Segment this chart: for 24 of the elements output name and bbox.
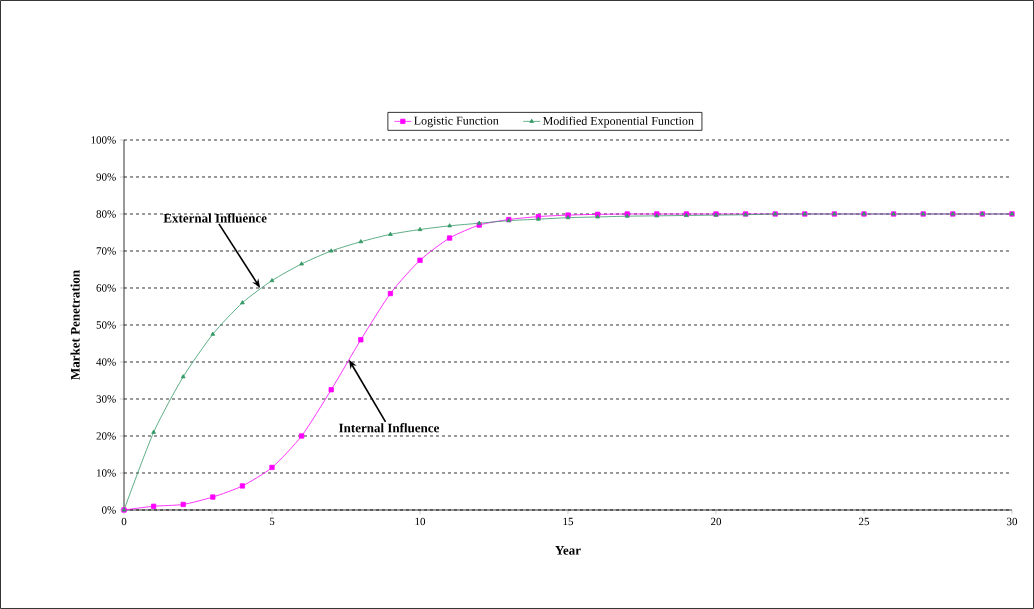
- annotation: Internal Influence: [339, 423, 439, 433]
- y-tick-label: 20%: [96, 432, 116, 440]
- x-tick-label: 25: [858, 517, 870, 526]
- annotation: External Influence: [163, 213, 267, 223]
- y-axis-title: Market Penetration: [70, 270, 80, 380]
- x-tick-label: 30: [1007, 517, 1018, 526]
- y-tick-label: 50%: [96, 321, 116, 329]
- x-tick-label: 0: [121, 517, 127, 526]
- y-tick-label: 30%: [96, 395, 116, 403]
- x-tick-label: 20: [710, 517, 722, 526]
- x-tick-label: 5: [269, 517, 275, 526]
- y-tick-label: 100%: [91, 136, 116, 144]
- y-tick-label: 70%: [96, 247, 116, 255]
- y-tick-label: 10%: [97, 469, 116, 477]
- y-tick-label: 0%: [101, 506, 116, 514]
- x-tick-label: 15: [563, 517, 574, 526]
- y-tick-label: 80%: [96, 210, 116, 218]
- legend-label: Modified Exponential Function: [542, 116, 694, 128]
- y-tick-label: 60%: [96, 284, 116, 292]
- y-tick-label: 40%: [96, 358, 116, 366]
- y-tick-label: 90%: [96, 173, 116, 181]
- legend-label: Logistic Function: [414, 116, 499, 128]
- x-axis-title: Year: [555, 546, 581, 555]
- x-tick-label: 10: [415, 517, 426, 526]
